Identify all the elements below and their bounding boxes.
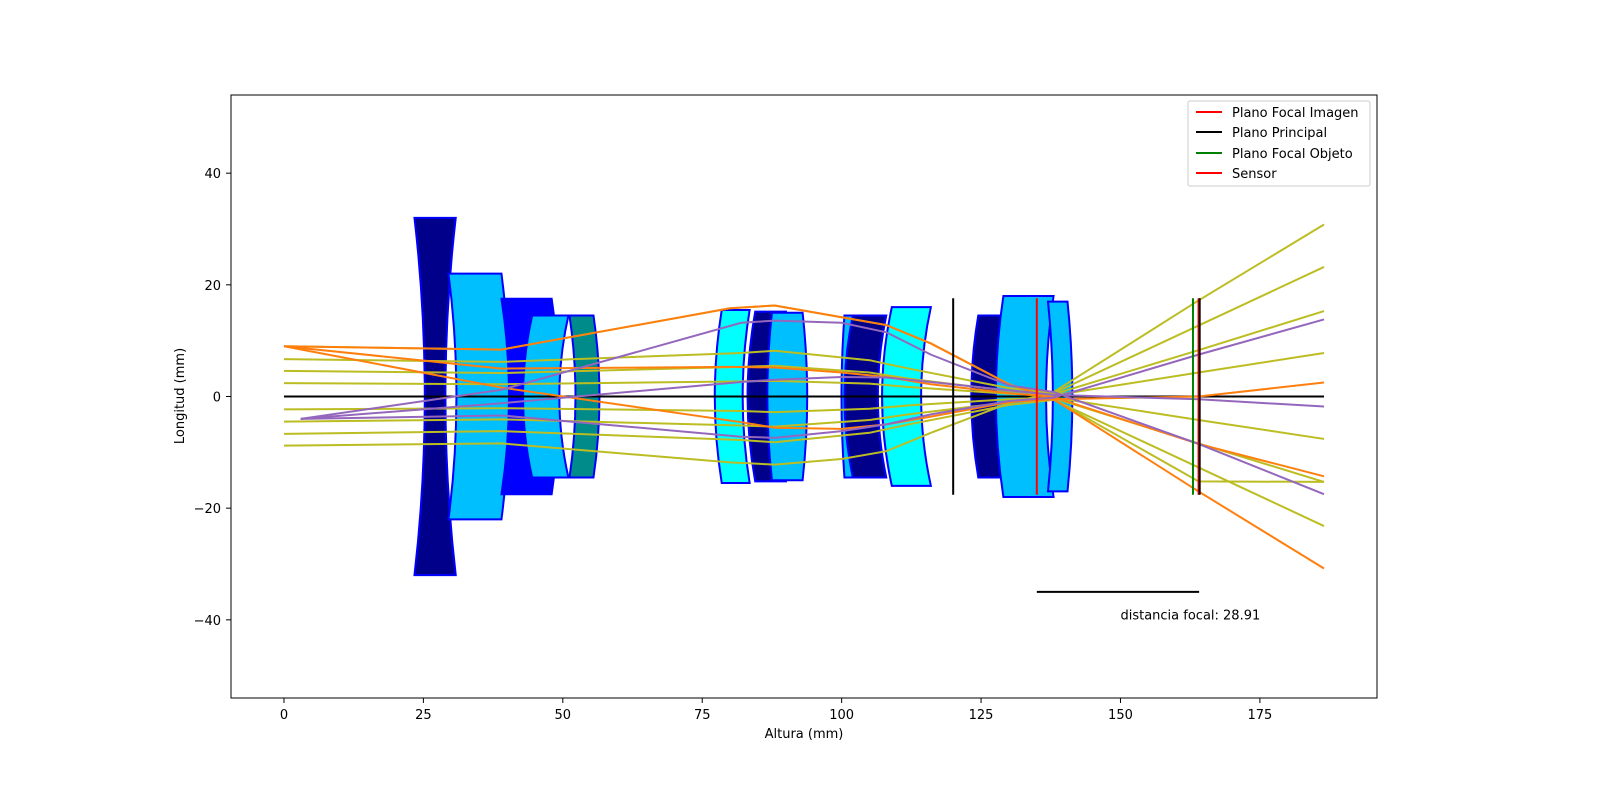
y-tick-label: −20 <box>194 502 221 517</box>
ray-series-line <box>300 375 1325 420</box>
legend-label-plano-principal: Plano Principal <box>1232 126 1327 141</box>
x-axis-ticks: 0 25 50 75 100 125 150 175 <box>280 698 1272 723</box>
ray-series-line <box>283 398 1325 527</box>
y-tick-label: −40 <box>194 614 221 629</box>
legend-box <box>1187 100 1371 187</box>
ray-series-line <box>283 396 1325 440</box>
x-tick-label: 125 <box>969 708 994 723</box>
x-tick-label: 25 <box>415 708 432 723</box>
ray-series-line <box>283 266 1325 395</box>
x-axis-label: Altura (mm) <box>765 727 844 742</box>
ray-series-line <box>300 318 1325 439</box>
y-axis-label: Longitud (mm) <box>173 348 188 444</box>
y-tick-label: 0 <box>213 391 221 406</box>
plot-area <box>283 216 1325 577</box>
ray-series-line <box>283 310 1325 396</box>
legend-label-sensor: Sensor <box>1232 167 1277 182</box>
legend-label-plano-focal-imagen: Plano Focal Imagen <box>1232 106 1359 121</box>
x-tick-label: 0 <box>280 708 288 723</box>
y-tick-label: 40 <box>204 167 221 182</box>
legend: Plano Focal Imagen Plano Principal Plano… <box>1187 100 1371 187</box>
ray-series-line <box>283 304 1325 570</box>
x-tick-label: 75 <box>694 708 711 723</box>
x-tick-label: 50 <box>555 708 572 723</box>
legend-label-plano-focal-objeto: Plano Focal Objeto <box>1232 147 1353 162</box>
x-tick-label: 150 <box>1108 708 1133 723</box>
ray-series-line <box>283 223 1325 466</box>
x-tick-label: 175 <box>1247 708 1272 723</box>
x-tick-label: 100 <box>829 708 854 723</box>
y-axis-ticks: −40 −20 0 20 40 <box>194 167 231 629</box>
y-tick-label: 20 <box>204 279 221 294</box>
focal-distance-label: distancia focal: 28.91 <box>1120 608 1260 623</box>
focal-distance-annotation: distancia focal: 28.91 <box>1036 590 1260 623</box>
ray-series-line <box>300 319 1325 496</box>
ray-series-line <box>283 351 1325 397</box>
